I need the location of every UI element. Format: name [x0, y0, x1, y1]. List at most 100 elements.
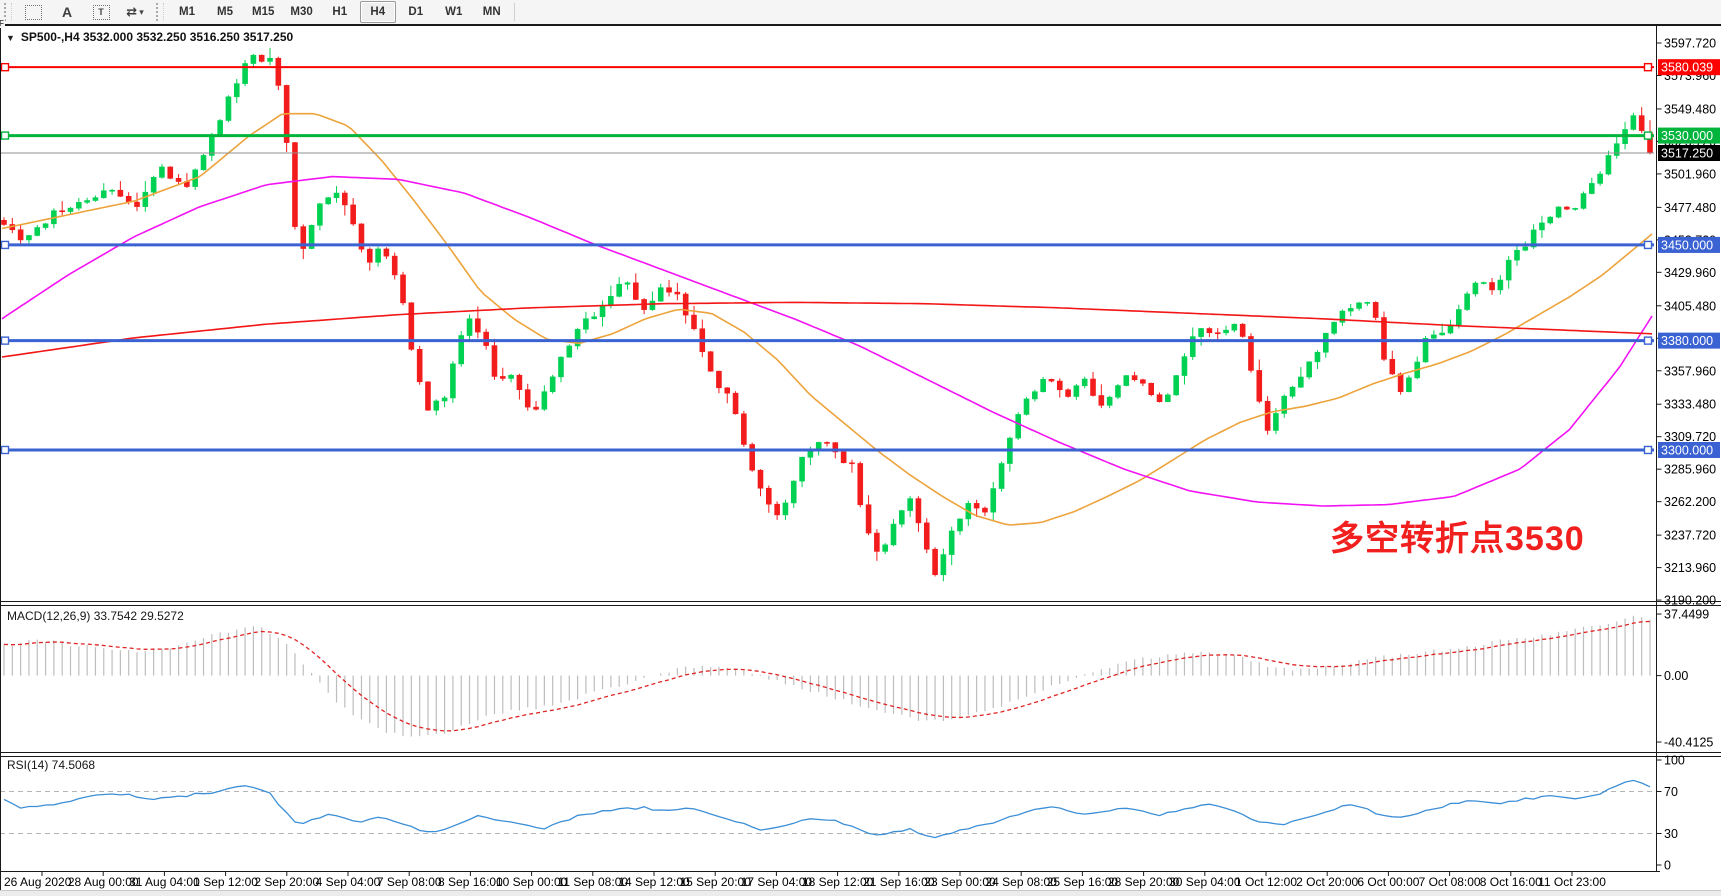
axis-price-label-3450.000: 3450.000	[1658, 236, 1720, 253]
date-axis-label: 10 Sep 00:00	[496, 875, 568, 889]
line-handle[interactable]	[1643, 62, 1653, 72]
axis-tick-label: 3501.960	[1664, 167, 1716, 181]
axis-tick-label: 100	[1664, 754, 1685, 768]
date-axis-label: 24 Sep 08:00	[985, 875, 1057, 889]
line-handle[interactable]	[1643, 240, 1653, 250]
date-axis-label: 4 Sep 04:00	[316, 875, 381, 889]
date-axis-label: 25 Sep 16:00	[1047, 875, 1119, 889]
ma-red-line	[1, 301, 1653, 358]
timeframe-button-M30[interactable]: M30	[290, 6, 313, 18]
date-axis-label: 23 Sep 00:00	[924, 875, 996, 889]
timeframe-button-MN[interactable]: MN	[482, 6, 501, 18]
axis-tick-label: 3597.720	[1664, 37, 1716, 51]
horizontal-line-3530.000[interactable]	[0, 131, 1654, 140]
timeframe-button-M1[interactable]: M1	[179, 6, 195, 18]
macd-histogram	[3, 615, 1651, 737]
axis-current-price-label: 3517.250	[1658, 145, 1720, 162]
dropdown-caret-icon[interactable]: ▾	[139, 6, 144, 17]
axis-tick-label: -40.4125	[1664, 736, 1713, 750]
date-axis-label: 2 Oct 20:00	[1296, 875, 1358, 889]
line-handle[interactable]	[1643, 336, 1653, 345]
axis-tick-label: 70	[1664, 785, 1678, 799]
text-a-icon[interactable]: A	[61, 4, 73, 20]
date-axis-label: 31 Aug 04:00	[129, 875, 200, 889]
toolbar: F A T ⇄ ▾ M1 M5 M15 M30 H1 H4 D1 W1 MN	[0, 0, 1721, 28]
timeframe-button-D1[interactable]: D1	[408, 6, 424, 18]
date-axis-label: 28 Aug 00:00	[68, 875, 139, 889]
date-axis-label: 21 Sep 16:00	[863, 875, 935, 889]
chart-text-annotation[interactable]: 多空转折点3530	[1330, 520, 1585, 558]
axis-tick-label: 3477.480	[1664, 201, 1716, 215]
arrows-glyph: ⇄	[126, 4, 138, 19]
horizontal-line-3300.000[interactable]	[0, 445, 1654, 455]
line-handle[interactable]	[0, 336, 10, 345]
date-axis-label: 14 Sep 12:00	[618, 875, 690, 889]
axis-tick-label: 0	[1664, 859, 1671, 873]
ma-orange-line	[1, 112, 1653, 526]
axis-tick-label: 3285.960	[1664, 463, 1716, 477]
axis-tick-label: 3357.960	[1664, 364, 1716, 378]
toolbar-grip[interactable]	[4, 3, 12, 21]
line-handle[interactable]	[0, 240, 10, 250]
timeframe-button-M15[interactable]: M15	[252, 6, 275, 18]
line-handle[interactable]	[1643, 131, 1653, 140]
date-axis-label: 2 Sep 20:00	[254, 875, 319, 889]
window-bottom-strip	[0, 890, 1721, 896]
rsi-line	[3, 779, 1651, 839]
date-axis-label: 28 Sep 20:00	[1108, 875, 1180, 889]
horizontal-line-3380.000[interactable]	[0, 336, 1654, 345]
date-axis-label: 8 Oct 16:00	[1480, 875, 1542, 889]
date-axis-label: 11 Oct 23:00	[1538, 875, 1606, 889]
axis-current-price-label-text: 3517.250	[1661, 147, 1713, 161]
timeframe-button-W1[interactable]: W1	[445, 6, 463, 18]
line-handle[interactable]	[0, 131, 10, 140]
timeframe-button-M5[interactable]: M5	[217, 6, 233, 18]
axis-price-label-3380.000: 3380.000	[1658, 332, 1720, 349]
arrows-tool-icon[interactable]: ⇄ ▾	[119, 1, 151, 23]
date-axis-label: 26 Aug 2020	[4, 875, 72, 889]
horizontal-line-3450.000[interactable]	[0, 240, 1654, 250]
axis-price-label-3530.000-text: 3530.000	[1661, 129, 1713, 143]
candlestick-series	[1, 47, 1653, 582]
axis-tick-label: 3549.480	[1664, 102, 1716, 116]
timeframe-button-H4[interactable]: H4	[359, 1, 396, 23]
axis-price-label-3580.039-text: 3580.039	[1661, 61, 1713, 75]
date-axis-label: 1 Sep 12:00	[193, 875, 258, 889]
axis-tick-label: 3237.720	[1664, 529, 1716, 543]
axis-tick-label: 3213.960	[1664, 561, 1716, 575]
date-axis-label: 6 Oct 00:00	[1357, 875, 1419, 889]
horizontal-line-3580.039[interactable]	[0, 62, 1654, 72]
dashed-box-f-icon[interactable]: F	[0, 1, 49, 28]
date-axis-label: 30 Sep 04:00	[1169, 875, 1241, 889]
t-glyph: T	[92, 4, 110, 20]
dashed-box-icon	[24, 4, 42, 20]
date-axis-label: 7 Sep 08:00	[377, 875, 442, 889]
date-axis-label: 1 Oct 12:00	[1235, 875, 1297, 889]
text-label-t-icon[interactable]: T	[85, 1, 117, 23]
ma-magenta-line	[1, 175, 1653, 507]
date-axis-label: 8 Sep 16:00	[438, 875, 503, 889]
f-glyph: F	[0, 19, 5, 28]
axis-price-label-3580.039: 3580.039	[1658, 59, 1720, 76]
timeframe-button-group: M1 M5 M15 M30 H1 H4 D1 W1 MN	[168, 1, 511, 23]
axis-tick-label: 30	[1664, 827, 1678, 841]
axis-tick-label: 37.4499	[1664, 608, 1709, 622]
line-handle[interactable]	[0, 445, 10, 455]
axis-tick-label: 3333.480	[1664, 398, 1716, 412]
axis-tick-label: 3405.480	[1664, 299, 1716, 313]
toolbar-grip-2[interactable]	[156, 3, 164, 21]
line-handle[interactable]	[0, 62, 10, 72]
panel-borders	[0, 25, 1721, 890]
date-axis-label: 17 Sep 04:00	[741, 875, 813, 889]
axis-price-label-3380.000-text: 3380.000	[1661, 334, 1713, 348]
toolbar-separator	[513, 3, 515, 21]
axis-tick-label: 3429.960	[1664, 266, 1716, 280]
axis-price-label-3300.000: 3300.000	[1658, 441, 1720, 458]
line-handle[interactable]	[1643, 445, 1653, 455]
date-axis-label: 7 Oct 08:00	[1419, 875, 1481, 889]
timeframe-button-H1[interactable]: H1	[332, 6, 348, 18]
axis-tick-label: 3190.200	[1664, 594, 1716, 608]
